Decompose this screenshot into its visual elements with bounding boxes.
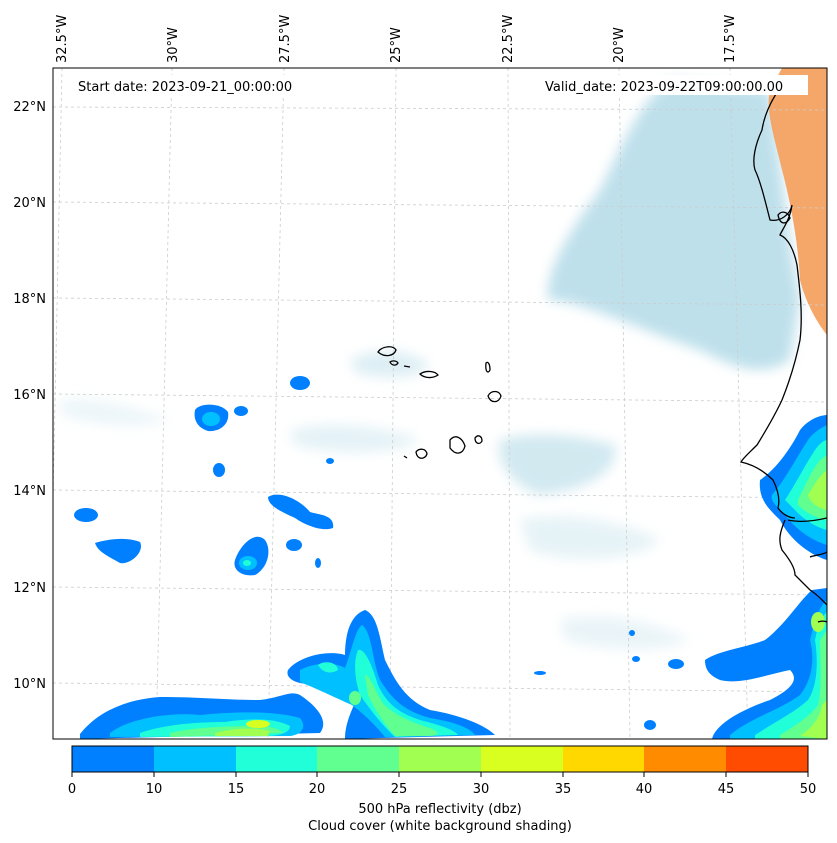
lat-label-12: 12°N [13,581,46,596]
colorbar-frame [71,745,809,773]
colorbar-segment-1 [154,746,236,772]
cb-tick-40: 40 [636,782,653,797]
lon-label-32-5: 32.5°W [55,15,70,63]
land-shading [768,68,827,335]
lat-label-22: 22°N [13,100,46,115]
cb-tick-15: 15 [228,782,245,797]
lon-label-25: 25°W [389,27,404,63]
cb-tick-45: 45 [718,782,735,797]
lat-label-20: 20°N [13,196,46,211]
colorbar-subtitle: Cloud cover (white background shading) [308,819,572,834]
lon-label-17-5: 17.5°W [723,15,738,63]
cb-tick-30: 30 [473,782,490,797]
map-plot-area: Start date: 2023-09-21_00:00:00 Valid_da… [53,68,827,739]
lat-label-16: 16°N [13,388,46,403]
colorbar-title: 500 hPa reflectivity (dbz) [358,802,521,817]
cb-tick-25: 25 [391,782,408,797]
colorbar-ticks [71,772,809,777]
cloud-cover-shading [60,80,800,650]
colorbar-segment-4 [399,746,481,772]
colorbar-segment-5 [481,746,563,772]
lon-label-20: 20°W [612,27,627,63]
start-date-box [72,75,314,95]
colorbar-segment-0 [72,746,154,772]
colorbar-segment-2 [236,746,317,772]
start-date-label: Start date: 2023-09-21_00:00:00 [78,80,292,95]
colorbar-segment-7 [644,746,726,772]
colorbar-segment-3 [317,746,399,772]
coastlines [377,79,827,623]
longitude-labels: 32.5°W 30°W 27.5°W 25°W 22.5°W 20°W 17.5… [55,15,738,63]
latitude-labels: 22°N 20°N 18°N 16°N 14°N 12°N 10°N [13,100,46,692]
colorbar-segment-6 [563,746,644,772]
cb-tick-50: 50 [800,782,817,797]
lon-label-30: 30°W [166,27,181,63]
cb-tick-20: 20 [309,782,326,797]
cb-tick-35: 35 [555,782,572,797]
map-frame [52,67,828,740]
colorbar-segment-8 [726,746,808,772]
cb-tick-10: 10 [146,782,163,797]
colorbar-tick-labels: 0 10 15 20 25 30 35 40 45 50 [68,782,816,797]
lon-label-22-5: 22.5°W [501,15,516,63]
lat-label-10: 10°N [13,677,46,692]
lon-label-27-5: 27.5°W [278,15,293,63]
cb-tick-0: 0 [68,782,76,797]
valid-date-label: Valid_date: 2023-09-22T09:00:00.00 [545,80,783,95]
reflectivity-contours [74,376,827,739]
graticule [53,68,827,739]
valid-date-box [540,75,808,95]
lat-label-18: 18°N [13,292,46,307]
lat-label-14: 14°N [13,484,46,499]
colorbar: 0 10 15 20 25 30 35 40 45 50 500 hPa ref… [68,745,816,834]
